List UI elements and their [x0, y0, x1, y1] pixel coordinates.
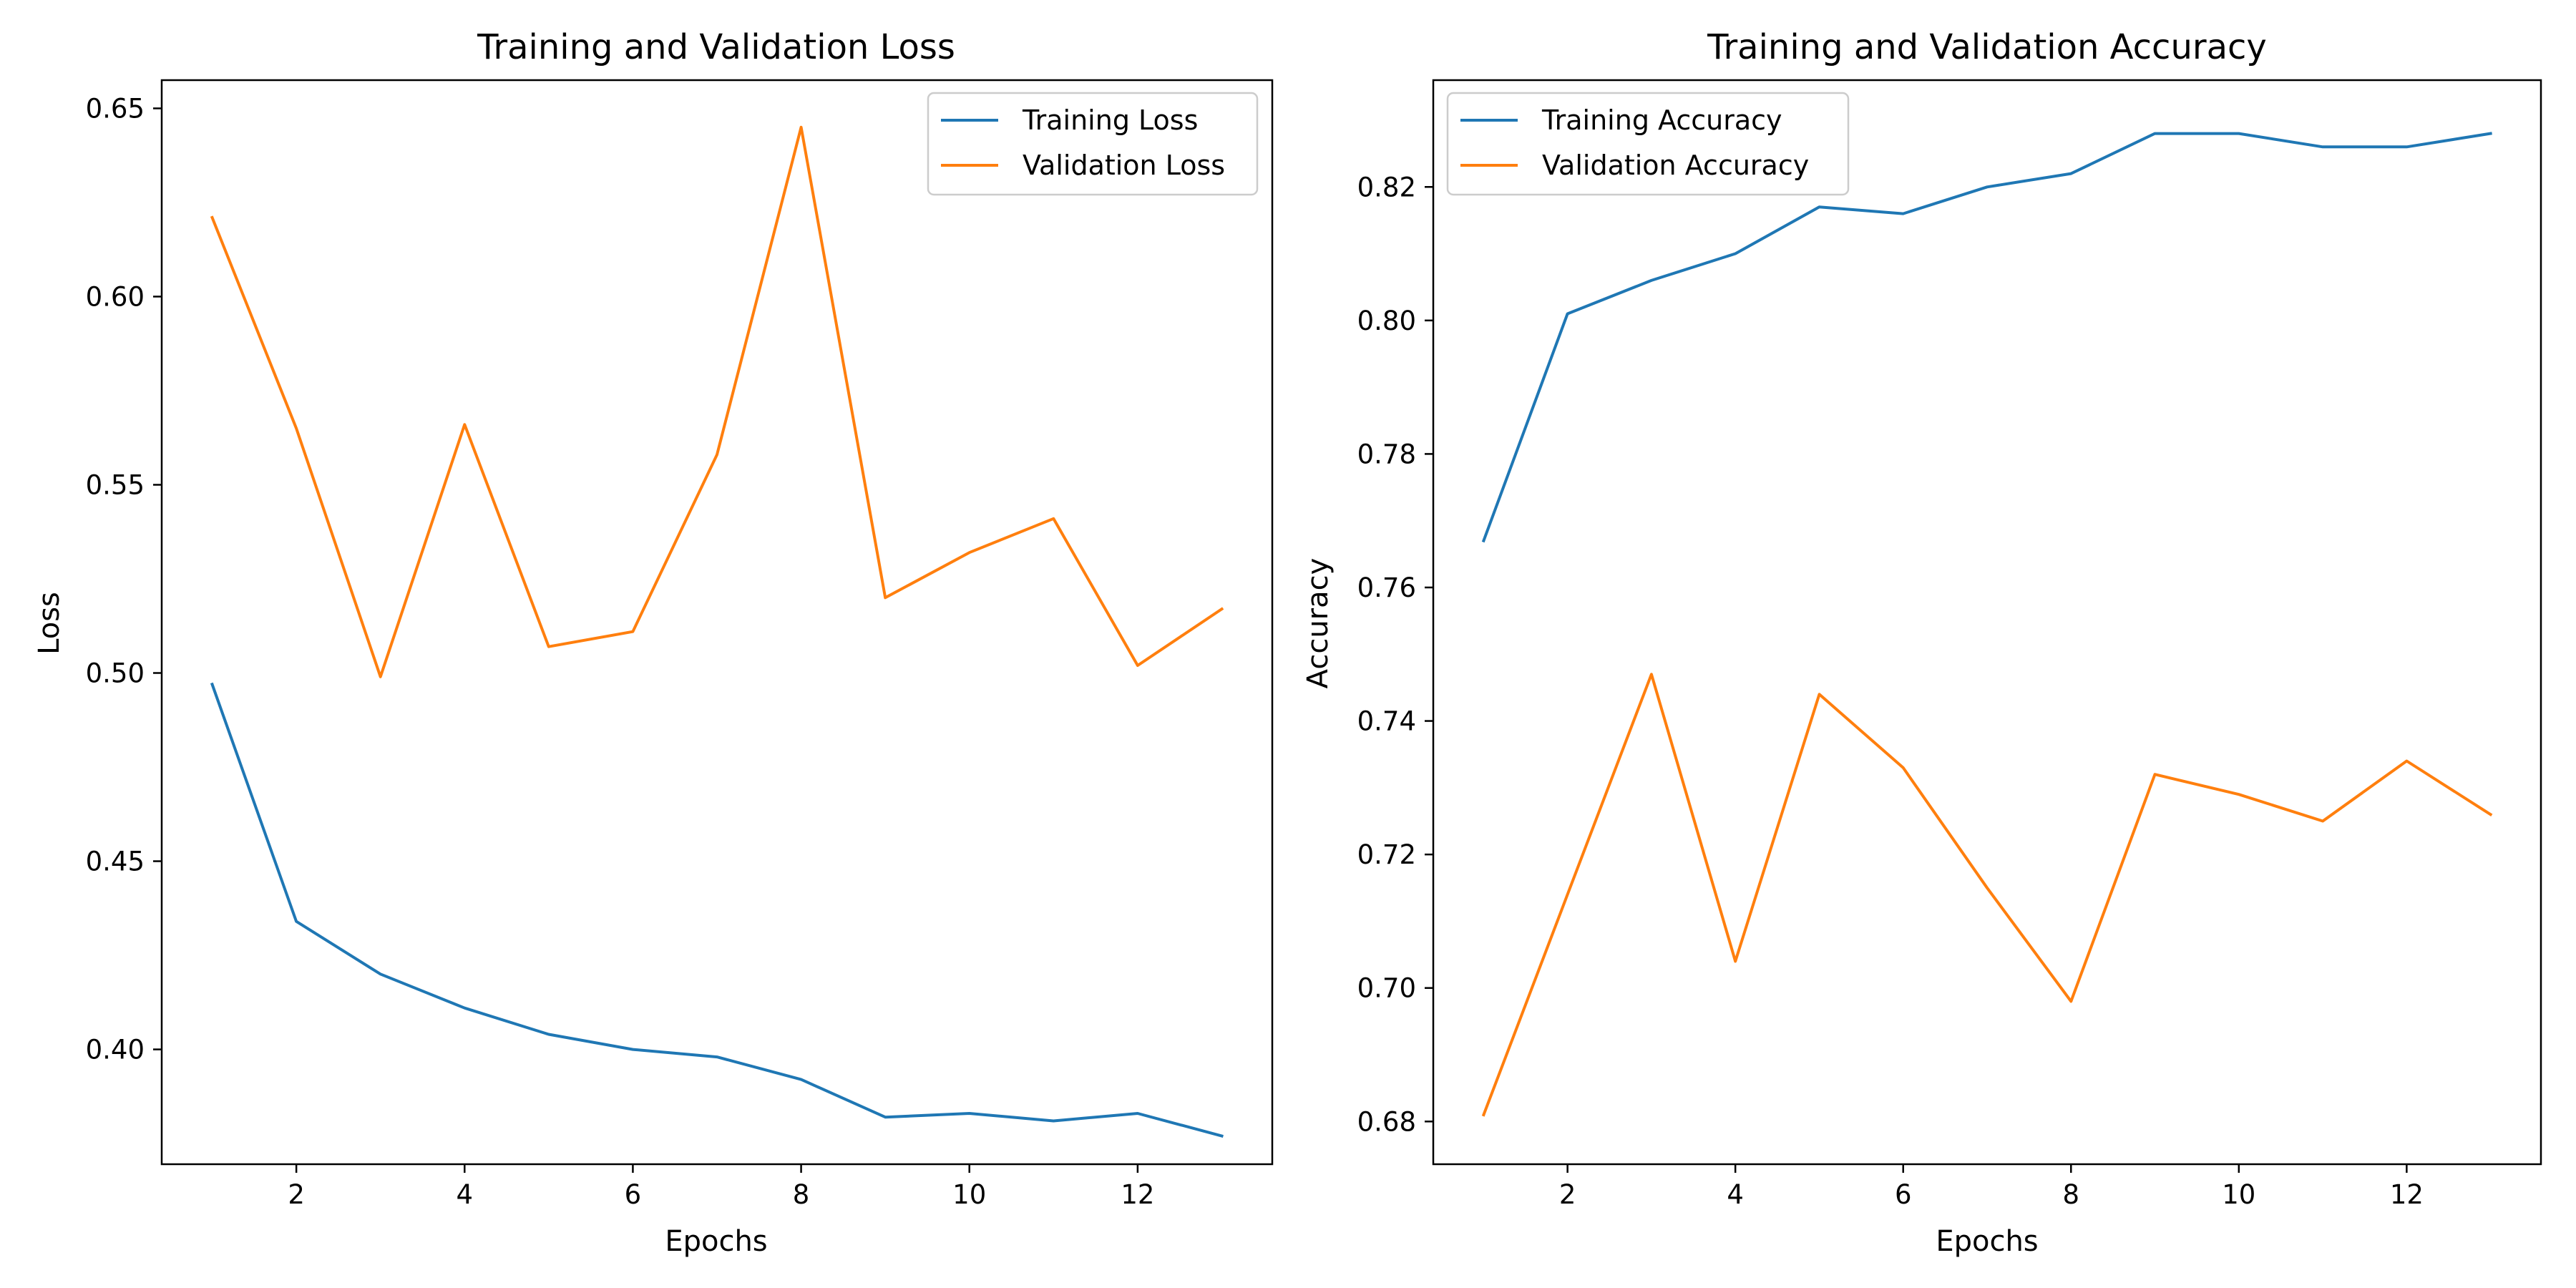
loss-chart-x-tick-label: 6	[625, 1179, 642, 1210]
loss-chart-x-axis-label: Epochs	[665, 1225, 767, 1258]
loss-chart-legend-label: Training Loss	[1022, 104, 1198, 136]
accuracy-chart-legend: Training Accuracy Validation Accuracy	[1446, 92, 1850, 196]
loss-chart-y-axis-label: Loss	[33, 592, 66, 655]
loss-chart-ticks: 2 4 6 8 10 12 0.40 0.45 0.50 0.55 0.60 0.65	[86, 93, 1155, 1210]
loss-chart-y-tick-label: 0.40	[86, 1035, 145, 1065]
loss-chart-legend-label: Validation Loss	[1023, 150, 1225, 181]
accuracy-chart: Training and Validation Accuracy Epochs …	[1302, 27, 2542, 1258]
validation-accuracy-line	[1481, 673, 2493, 1117]
loss-chart-y-tick-label: 0.50	[86, 658, 145, 689]
accuracy-chart-y-tick-label: 0.72	[1357, 839, 1416, 870]
loss-chart-y-tick-label: 0.45	[86, 847, 145, 877]
accuracy-chart-legend-label: Training Accuracy	[1541, 104, 1782, 136]
accuracy-chart-x-tick-label: 12	[2390, 1179, 2424, 1210]
accuracy-chart-x-tick-label: 2	[1559, 1179, 1576, 1210]
loss-chart-x-tick-label: 12	[1121, 1179, 1154, 1210]
accuracy-chart-x-tick-label: 8	[2062, 1179, 2079, 1210]
accuracy-chart-series	[1481, 132, 2493, 1117]
accuracy-chart-y-tick-label: 0.82	[1357, 172, 1416, 203]
accuracy-chart-legend-label: Validation Accuracy	[1542, 150, 1809, 181]
accuracy-chart-y-tick-label: 0.80	[1357, 306, 1416, 336]
loss-chart-y-tick-label: 0.60	[86, 281, 145, 312]
training-loss-line	[210, 682, 1224, 1138]
loss-chart-x-tick-label: 8	[793, 1179, 810, 1210]
accuracy-chart-ticks: 2 4 6 8 10 12 0.68 0.70 0.72 0.74 0.76 0.78 0.80 0.82	[1357, 172, 2424, 1210]
accuracy-chart-title: Training and Validation Accuracy	[1707, 27, 2267, 67]
accuracy-chart-frame	[1432, 79, 2542, 1166]
accuracy-chart-y-tick-label: 0.74	[1357, 706, 1416, 737]
accuracy-chart-y-axis-label: Accuracy	[1302, 558, 1335, 689]
accuracy-chart-y-tick-label: 0.68	[1357, 1106, 1416, 1137]
loss-chart-legend: Training Loss Validation Loss	[927, 92, 1259, 196]
accuracy-chart-x-axis-label: Epochs	[1936, 1225, 2038, 1258]
accuracy-chart-y-tick-label: 0.76	[1357, 572, 1416, 603]
loss-chart-y-tick-label: 0.55	[86, 469, 145, 500]
accuracy-chart-x-tick-label: 4	[1727, 1179, 1744, 1210]
loss-chart-legend-box	[927, 92, 1259, 196]
loss-chart-frame	[160, 79, 1274, 1166]
loss-chart-x-tick-label: 2	[288, 1179, 305, 1210]
accuracy-chart-legend-box	[1446, 92, 1850, 196]
training-accuracy-line	[1481, 132, 2492, 543]
accuracy-chart-y-tick-label: 0.70	[1357, 973, 1416, 1004]
accuracy-chart-x-tick-label: 6	[1895, 1179, 1912, 1210]
validation-loss-line	[210, 125, 1224, 678]
loss-chart-y-tick-label: 0.65	[86, 93, 145, 124]
loss-chart-title: Training and Validation Loss	[477, 27, 955, 67]
loss-chart-x-tick-label: 10	[952, 1179, 986, 1210]
loss-chart-x-tick-label: 4	[456, 1179, 473, 1210]
accuracy-chart-y-tick-label: 0.78	[1357, 439, 1416, 469]
accuracy-chart-x-tick-label: 10	[2222, 1179, 2255, 1210]
loss-chart-series	[210, 125, 1224, 1138]
loss-chart: Training and Validation Loss Epochs Loss…	[33, 27, 1274, 1258]
